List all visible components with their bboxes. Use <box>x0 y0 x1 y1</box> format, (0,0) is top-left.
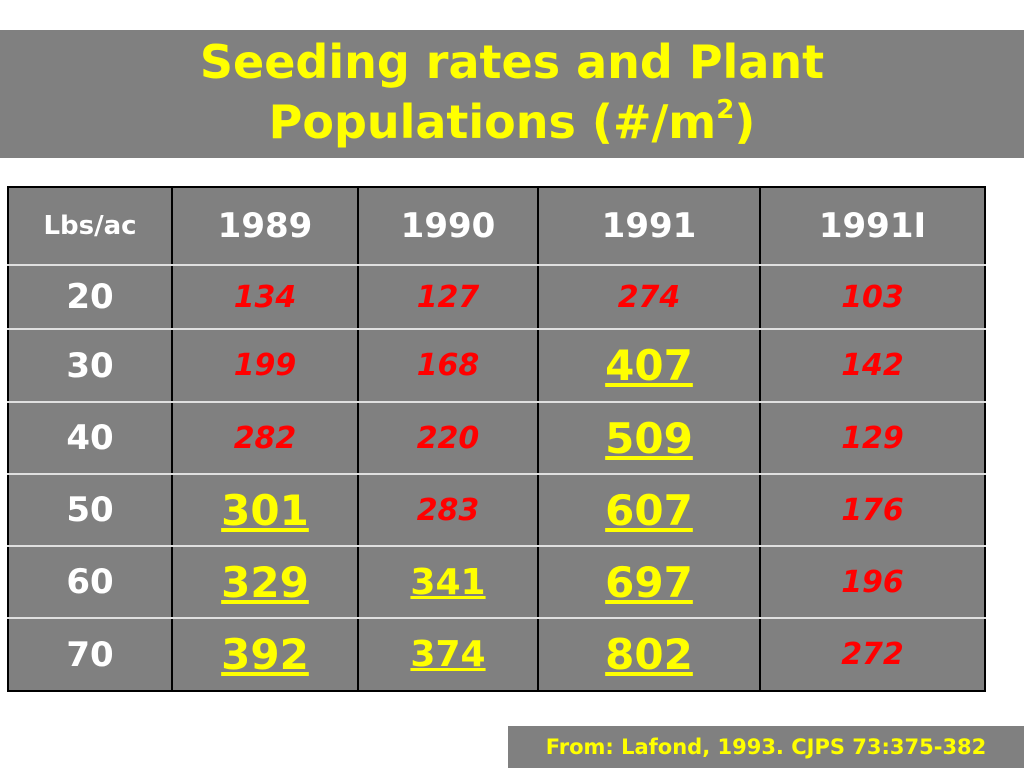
header-lbs-ac: Lbs/ac <box>7 186 173 266</box>
table-row: 70 392 374 802 272 <box>7 617 986 692</box>
table-row: 60 329 341 697 196 <box>7 545 986 619</box>
population-cell: 283 <box>357 473 539 547</box>
population-cell: 274 <box>537 264 761 330</box>
seeding-rate-table: Lbs/ac 1989 1990 1991 1991I 20 134 127 274 103 30 1… <box>7 186 986 692</box>
population-cell: 134 <box>171 264 359 330</box>
seeding-rate-cell: 40 <box>7 401 173 475</box>
population-cell: 196 <box>759 545 986 619</box>
population-cell: 142 <box>759 328 986 403</box>
population-cell: 697 <box>537 545 761 619</box>
title-line-2: Populations (#/m2) <box>0 92 1024 152</box>
population-cell: 392 <box>171 617 359 692</box>
population-cell: 329 <box>171 545 359 619</box>
title-line-2-text: Populations (#/m <box>268 95 717 149</box>
table-row: 40 282 220 509 129 <box>7 401 986 475</box>
seeding-rate-cell: 20 <box>7 264 173 330</box>
header-year: 1991I <box>759 186 986 266</box>
population-cell: 607 <box>537 473 761 547</box>
header-row: Lbs/ac 1989 1990 1991 1991I <box>7 186 986 266</box>
title-line-2-suffix: ) <box>734 95 756 149</box>
population-cell: 407 <box>537 328 761 403</box>
seeding-rate-cell: 70 <box>7 617 173 692</box>
seeding-rate-cell: 30 <box>7 328 173 403</box>
title-band <box>0 30 1024 158</box>
title-superscript: 2 <box>716 95 735 125</box>
header-year: 1991 <box>537 186 761 266</box>
population-cell: 168 <box>357 328 539 403</box>
population-cell: 176 <box>759 473 986 547</box>
population-cell: 220 <box>357 401 539 475</box>
population-cell: 199 <box>171 328 359 403</box>
population-cell: 272 <box>759 617 986 692</box>
population-cell: 282 <box>171 401 359 475</box>
table-row: 30 199 168 407 142 <box>7 328 986 403</box>
header-year: 1989 <box>171 186 359 266</box>
population-cell: 129 <box>759 401 986 475</box>
header-year: 1990 <box>357 186 539 266</box>
title-line-1: Seeding rates and Plant <box>199 35 825 89</box>
population-cell: 341 <box>357 545 539 619</box>
population-cell: 374 <box>357 617 539 692</box>
table-row: 50 301 283 607 176 <box>7 473 986 547</box>
seeding-rate-cell: 60 <box>7 545 173 619</box>
population-cell: 103 <box>759 264 986 330</box>
population-cell: 301 <box>171 473 359 547</box>
population-cell: 127 <box>357 264 539 330</box>
population-cell: 802 <box>537 617 761 692</box>
slide-title: Seeding rates and Plant Populations (#/m… <box>0 32 1024 152</box>
seeding-rate-cell: 50 <box>7 473 173 547</box>
source-citation: From: Lafond, 1993. CJPS 73:375-382 <box>508 726 1024 768</box>
table-row: 20 134 127 274 103 <box>7 264 986 330</box>
population-cell: 509 <box>537 401 761 475</box>
